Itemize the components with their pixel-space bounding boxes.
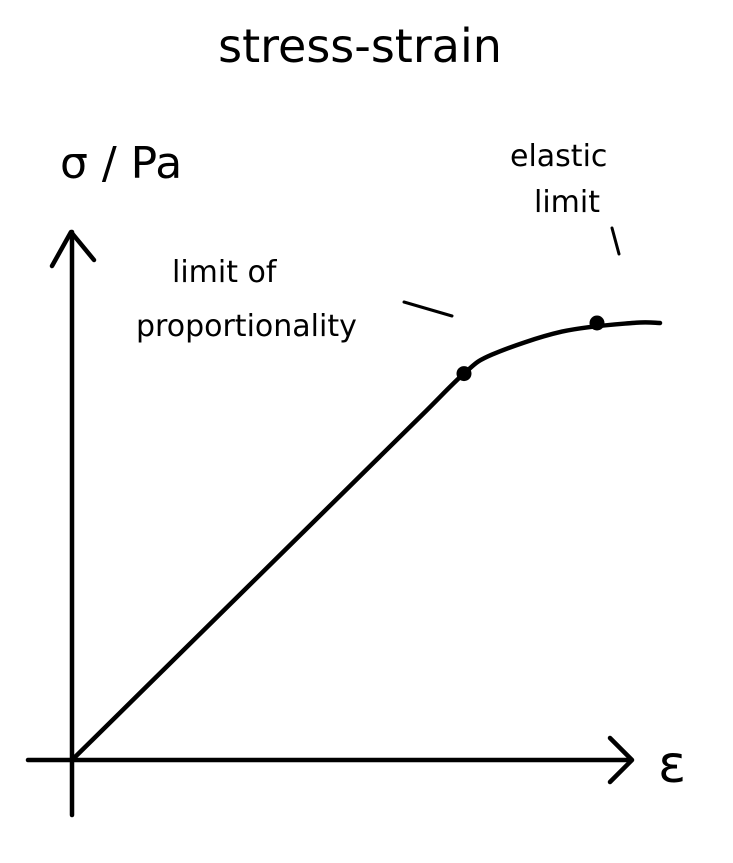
x-axis-arrowhead — [607, 735, 635, 785]
y-axis-arrowhead — [49, 229, 97, 269]
elastic-limit-label-line1: elastic — [510, 139, 607, 174]
elastic-limit-leader-line — [610, 226, 621, 256]
x-axis-label: ε — [658, 735, 686, 795]
proportionality-label-line2: proportionality — [136, 309, 357, 344]
stress-strain-curve — [69, 320, 663, 763]
elastic-limit-point — [589, 315, 605, 331]
axes — [25, 229, 635, 818]
limit-of-proportionality-point — [456, 366, 472, 382]
elastic-limit-label-line2: limit — [534, 185, 600, 220]
proportionality-leader-line — [402, 300, 454, 318]
proportionality-label-line1: limit of — [172, 255, 278, 290]
y-axis-label: σ / Pa — [60, 138, 182, 189]
chart-title: stress-strain — [218, 19, 502, 73]
